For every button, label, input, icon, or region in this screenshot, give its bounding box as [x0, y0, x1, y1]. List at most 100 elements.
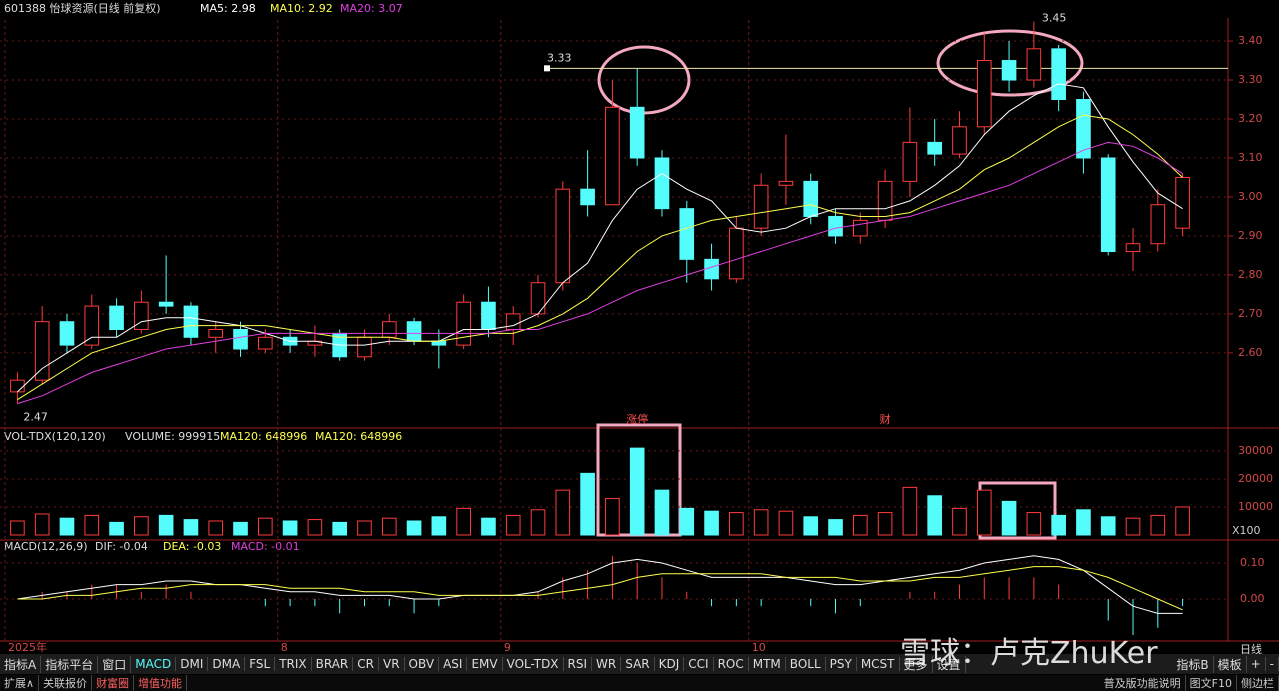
chart: 601388 怡球资源(日线 前复权) VOL-TDX(120,120) MAC…	[0, 1, 1279, 654]
x-tick-label: 10	[752, 641, 766, 654]
indicator-tab[interactable]: DMI	[176, 657, 209, 671]
indicator-tab[interactable]: MACD	[131, 657, 177, 671]
y-tick-label: 2.70	[1238, 307, 1263, 320]
candle-body	[778, 180, 794, 186]
candle-body	[629, 106, 645, 159]
volume-bar	[753, 509, 769, 536]
chart-title: 601388 怡球资源(日线 前复权)	[4, 1, 161, 15]
candle-body	[580, 188, 595, 206]
volume-bar	[1125, 517, 1141, 536]
candle-body	[1125, 243, 1141, 253]
indicator-tab[interactable]: EMV	[467, 657, 503, 671]
candle-body	[753, 184, 769, 229]
volume-bar	[59, 517, 75, 536]
bottom-tab[interactable]: 图文F10	[1186, 675, 1237, 691]
candle-body	[456, 301, 471, 346]
indicator-tab[interactable]: 指标平台	[41, 655, 99, 673]
candle-body	[902, 141, 918, 182]
indicator-tab[interactable]: VOL-TDX	[503, 657, 564, 671]
candle-body	[927, 141, 943, 155]
candle-body	[505, 313, 521, 330]
indicator-tab[interactable]: VR	[379, 657, 405, 671]
candle-body	[1150, 204, 1166, 245]
indicator-tab[interactable]: MCST	[857, 657, 900, 671]
indicator-tab[interactable]: WR	[592, 657, 622, 671]
indicator-tab[interactable]: RSI	[564, 657, 593, 671]
bottom-tab[interactable]: 普及版功能说明	[1100, 675, 1186, 691]
candle-body	[109, 305, 124, 330]
candle-body	[729, 227, 744, 280]
bottom-tab[interactable]: 关联报价	[39, 675, 93, 691]
volume-bar	[1150, 514, 1166, 536]
indicator-tab[interactable]: ASI	[439, 657, 468, 671]
volume-bar	[877, 512, 893, 536]
volume-bar	[927, 495, 943, 536]
y-tick-label: 2.60	[1238, 346, 1263, 359]
volume-bar	[406, 520, 422, 536]
candle-body	[233, 328, 248, 350]
candle-body	[84, 305, 100, 346]
indicator-tab[interactable]: ROC	[714, 657, 749, 671]
volume-bar	[605, 498, 620, 536]
indicator-tab[interactable]: 设置	[933, 655, 966, 673]
indicator-tab[interactable]: 指标A	[0, 655, 42, 673]
indicator-tab[interactable]: CR	[353, 657, 379, 671]
ma-line	[17, 141, 1183, 405]
candle-body	[10, 379, 25, 393]
ma-line	[17, 114, 1183, 401]
volume-bar	[555, 489, 571, 536]
volume-bar	[629, 447, 645, 536]
indicator-tab[interactable]: PSY	[826, 657, 857, 671]
bottom-tab[interactable]: 增值功能	[134, 675, 188, 691]
volume-bar	[1100, 516, 1116, 536]
volume-bar	[803, 516, 819, 536]
indicator-tab[interactable]: OBV	[405, 657, 440, 671]
indicator-tab[interactable]: DMA	[208, 657, 246, 671]
indicator-tab[interactable]: 窗口	[98, 655, 132, 673]
indicator-tab[interactable]: CCI	[684, 657, 714, 671]
bottom-tab[interactable]: 财富圈	[92, 675, 135, 691]
macd-label: MACD: -0.01	[231, 540, 300, 553]
candle-body	[357, 336, 372, 358]
volume-bar	[183, 519, 199, 536]
candle-body	[1051, 48, 1066, 101]
y-tick-label: 0.00	[1240, 592, 1265, 605]
volume-bar	[481, 517, 496, 536]
candle-body	[976, 60, 992, 128]
volume-bar	[109, 521, 124, 536]
macd-label: DEA: -0.03	[163, 540, 221, 553]
indicator-tab[interactable]: FSL	[245, 657, 276, 671]
indicator-tab[interactable]: BRAR	[312, 657, 354, 671]
y-tick-label: 0.10	[1240, 556, 1265, 569]
volume-bar	[505, 514, 521, 536]
volume-bar	[530, 509, 546, 536]
indicator-tab[interactable]: -	[1266, 657, 1279, 671]
volume-bar	[1001, 500, 1017, 536]
dea-line	[17, 566, 1183, 611]
candle-body	[654, 157, 670, 210]
volume-bar	[431, 516, 447, 536]
volume-bar	[134, 516, 149, 536]
indicator-tabs: 指标A 指标平台 窗口 MACD DMI DMA FSL TRIX BRAR CR VR OBV ASI…	[0, 654, 1279, 674]
candle-body	[1076, 99, 1091, 159]
indicator-tab[interactable]: SAR	[621, 657, 655, 671]
volume-bar	[357, 520, 372, 536]
indicator-tab[interactable]: BOLL	[786, 657, 826, 671]
y-tick-label: 20000	[1238, 472, 1273, 485]
bottom-tab[interactable]: 扩展∧	[0, 675, 40, 691]
ma-label: MA5: 2.98	[200, 2, 256, 15]
volume-label: MA120: 648996	[220, 430, 307, 443]
indicator-tab[interactable]: 模板	[1214, 655, 1247, 673]
indicator-tab[interactable]: 指标B	[1172, 655, 1214, 673]
indicator-tab[interactable]: KDJ	[655, 657, 685, 671]
volume-bar	[704, 510, 719, 536]
high-label: 3.45	[1042, 12, 1067, 25]
dif-line	[17, 555, 1183, 614]
indicator-tab[interactable]: +	[1247, 657, 1266, 671]
volume-bar	[679, 507, 695, 536]
bottom-tab[interactable]: 侧边栏	[1237, 675, 1279, 691]
indicator-tab[interactable]: 更多	[900, 655, 933, 673]
volume-bar	[233, 521, 248, 536]
indicator-tab[interactable]: TRIX	[275, 657, 312, 671]
indicator-tab[interactable]: MTM	[749, 657, 786, 671]
